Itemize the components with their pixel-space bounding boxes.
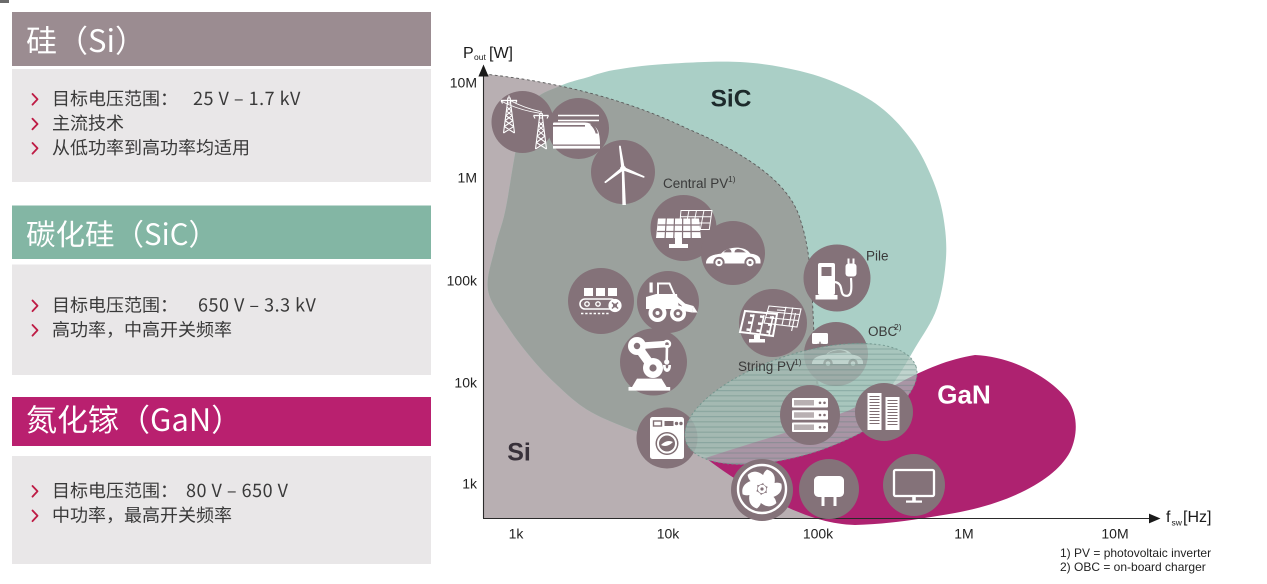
svg-text:1k: 1k — [509, 526, 525, 542]
svg-text:SiC: SiC — [711, 86, 752, 113]
svg-text:sw: sw — [1172, 518, 1183, 528]
svg-text:10k: 10k — [657, 526, 681, 542]
svg-text:10M: 10M — [1101, 526, 1128, 542]
svg-text:[W]: [W] — [489, 45, 513, 62]
svg-text:P: P — [463, 45, 474, 62]
svg-text:out: out — [474, 52, 486, 62]
svg-text:GaN: GaN — [937, 380, 990, 410]
svg-text:[Hz]: [Hz] — [1183, 509, 1211, 526]
svg-text:2): 2) — [894, 322, 902, 332]
svg-text:100k: 100k — [447, 273, 478, 289]
svg-text:1): 1) — [794, 357, 802, 367]
svg-text:f: f — [1166, 509, 1171, 526]
svg-text:Pile: Pile — [866, 249, 889, 264]
svg-text:10k: 10k — [454, 375, 478, 391]
svg-text:1M: 1M — [954, 526, 973, 542]
svg-text:10M: 10M — [450, 75, 477, 91]
svg-text:1): 1) — [728, 174, 736, 184]
svg-text:Central PV: Central PV — [663, 176, 728, 191]
svg-text:100k: 100k — [803, 526, 834, 542]
svg-text:1k: 1k — [462, 476, 478, 492]
svg-text:Si: Si — [507, 439, 531, 467]
svg-text:OBC: OBC — [868, 324, 898, 339]
svg-text:String PV: String PV — [738, 359, 795, 374]
svg-text:1) PV = photovoltaic inverter: 1) PV = photovoltaic inverter — [1060, 546, 1211, 560]
svg-text:1M: 1M — [458, 170, 477, 186]
svg-text:2) OBC = on-board charger: 2) OBC = on-board charger — [1060, 560, 1206, 574]
